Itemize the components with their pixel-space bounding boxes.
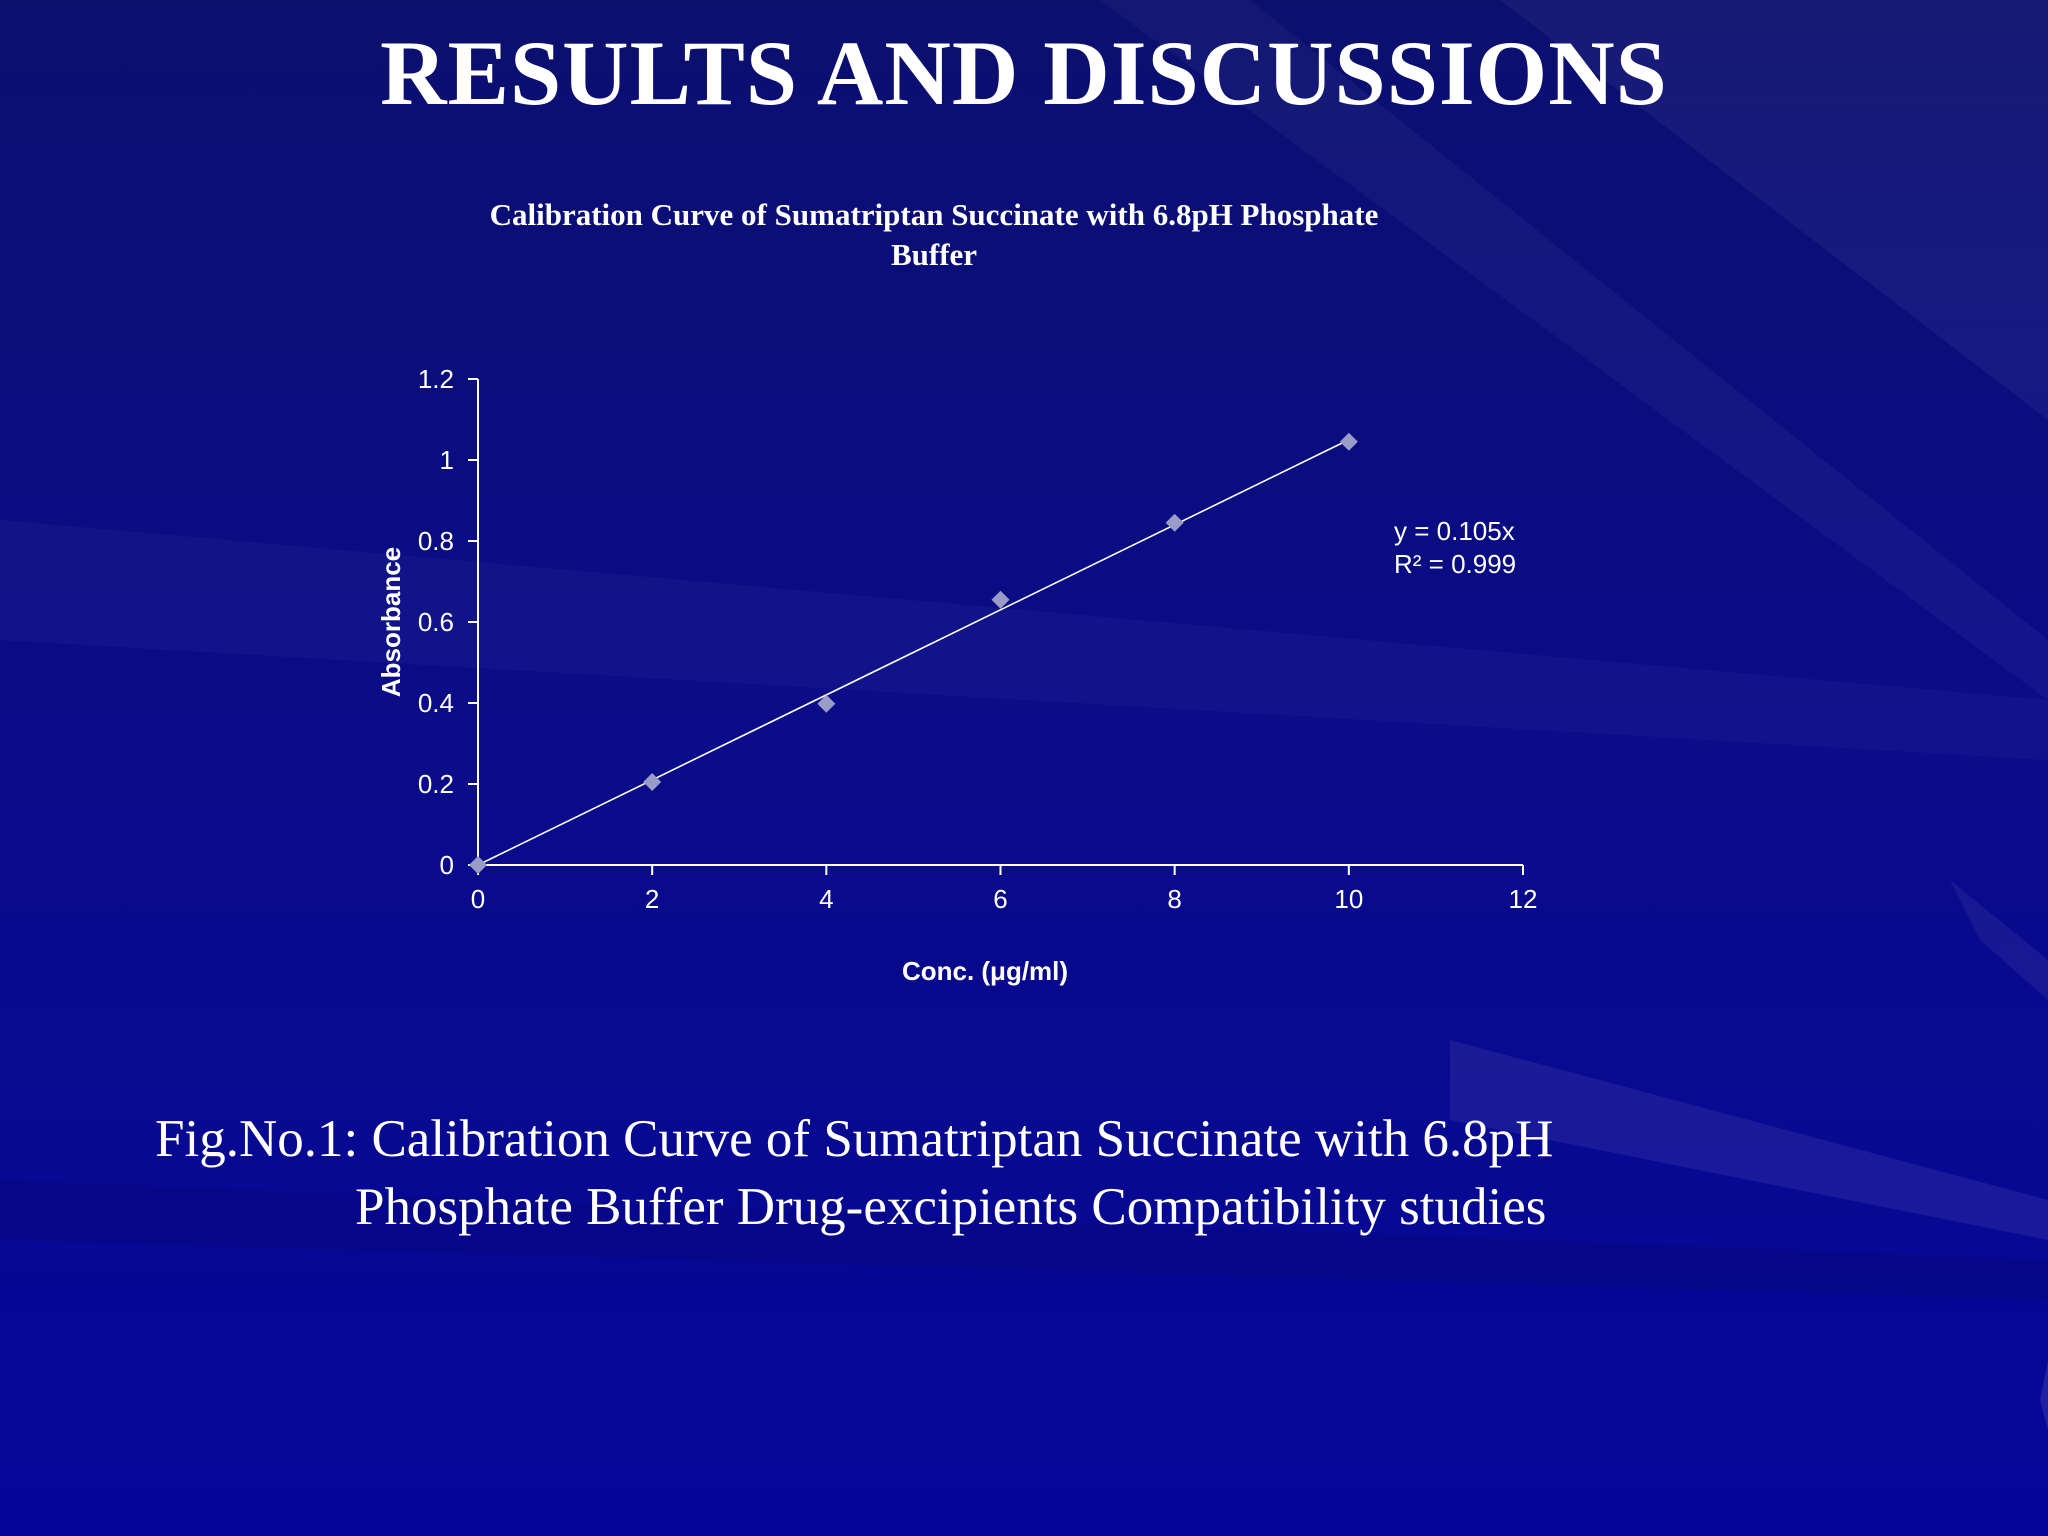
x-tick-label: 12	[1509, 884, 1538, 914]
equation-label: y = 0.105x	[1394, 516, 1515, 546]
data-point-marker	[991, 590, 1010, 609]
data-points	[469, 432, 1358, 874]
y-tick-label: 0.8	[418, 526, 454, 556]
y-axis-label: Absorbance	[376, 547, 406, 697]
x-tick-label: 10	[1334, 884, 1363, 914]
y-tick-label: 0.2	[418, 769, 454, 799]
x-axis-ticks: 0 2 4 6 8 10 12	[471, 865, 1538, 914]
slide-title: RESULTS AND DISCUSSIONS	[380, 22, 1668, 124]
figure-caption: Fig.No.1: Calibration Curve of Sumatript…	[155, 1105, 1755, 1241]
y-tick-label: 0.6	[418, 607, 454, 637]
x-axis-label: Conc. (μg/ml)	[902, 956, 1068, 986]
r-squared-label: R² = 0.999	[1394, 549, 1516, 579]
trendline	[477, 439, 1350, 866]
x-tick-label: 6	[993, 884, 1007, 914]
x-tick-label: 8	[1167, 884, 1181, 914]
y-tick-label: 0	[440, 850, 454, 880]
y-axis-ticks: 0 0.2 0.4 0.6 0.8 1 1.2	[418, 364, 478, 880]
x-tick-label: 2	[645, 884, 659, 914]
x-tick-label: 4	[819, 884, 833, 914]
caption-line-2: Phosphate Buffer Drug-excipients Compati…	[355, 1178, 1547, 1236]
data-point-marker	[817, 694, 836, 713]
data-point-marker	[469, 856, 487, 874]
data-point-marker	[1339, 432, 1358, 451]
chart-title-line-2: Buffer	[891, 237, 977, 272]
caption-line-1: Fig.No.1: Calibration Curve of Sumatript…	[155, 1110, 1554, 1168]
y-tick-label: 0.4	[418, 688, 454, 718]
chart-title-line-1: Calibration Curve of Sumatriptan Succina…	[490, 197, 1379, 232]
data-point-marker	[643, 772, 662, 791]
data-point-marker	[1165, 513, 1184, 532]
y-tick-label: 1.2	[418, 364, 454, 394]
x-tick-label: 0	[471, 884, 485, 914]
y-tick-label: 1	[440, 445, 454, 475]
